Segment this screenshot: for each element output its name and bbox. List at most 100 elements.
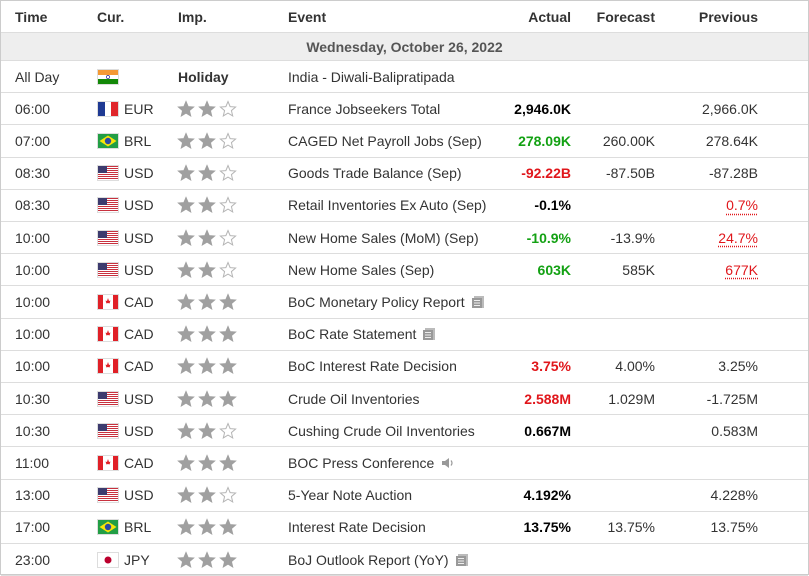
flag [97,69,119,85]
flag-cell [97,319,119,350]
currency: BRL [124,512,151,543]
stars-cell [176,93,240,124]
previous: 0.7% [726,190,758,221]
currency: USD [124,158,154,189]
previous: 3.25% [718,351,758,382]
forecast: 4.00% [615,351,655,382]
flag-part [113,327,118,341]
flag-part [98,327,103,341]
stars-cell [176,480,240,511]
event-cell: New Home Sales (Sep) [288,254,434,285]
stars-cell [176,158,240,189]
flag-cell [97,383,119,414]
event-cell: 5-Year Note Auction [288,480,412,511]
flag-part [98,424,107,431]
star [220,166,235,180]
actual: 4.192% [524,480,571,511]
header-row: Time Cur. Imp. Event Actual Forecast Pre… [1,1,808,33]
event: New Home Sales (Sep) [288,262,434,278]
event: France Jobseekers Total [288,101,440,117]
star [220,327,235,341]
star [220,423,235,437]
time: 10:00 [15,351,50,382]
actual: 0.667M [524,415,571,446]
flag-part [98,231,107,238]
icon-part [425,335,431,336]
event: 5-Year Note Auction [288,487,412,503]
flag-part [98,496,118,497]
previous: 0.583M [711,415,758,446]
currency: USD [124,415,154,446]
flag [97,423,119,439]
flag-part [98,263,107,270]
flag-part [98,271,118,272]
event-cell: Goods Trade Balance (Sep) [288,158,462,189]
event-row: 10:00 CAD BoC Monetary Policy Report [1,286,808,318]
star [220,133,235,147]
flag [97,455,119,471]
event: CAGED Net Payroll Jobs (Sep) [288,133,482,149]
importance-stars [176,551,240,569]
flag-part [98,166,107,173]
star [178,230,193,244]
flag-part [98,434,118,435]
star [199,101,214,115]
flag-part [98,359,103,373]
date: Wednesday, October 26, 2022 [1,33,808,60]
currency: CAD [124,319,154,350]
icon-part [451,460,452,465]
flag-cell [97,158,119,189]
star [199,262,214,276]
header-cell: Cur. [97,1,124,32]
icon-part [474,302,480,303]
event-icon [440,456,454,470]
event-cell: Crude Oil Inventories [288,383,420,414]
forecast: 1.029M [608,383,655,414]
stars-cell [176,383,240,414]
time: 23:00 [15,544,50,575]
importance-stars [176,196,240,214]
flag-cell [97,544,119,575]
header-cell: Imp. [178,1,207,32]
time: 08:30 [15,190,50,221]
star [199,230,214,244]
importance-stars [176,422,240,440]
flag-part [98,70,118,75]
event: BOC Press Conference [288,455,434,471]
previous: 677K [725,254,758,285]
importance-stars [176,261,240,279]
forecast: 585K [622,254,655,285]
time: 10:30 [15,383,50,414]
flag-part [98,432,118,433]
time: 10:00 [15,222,50,253]
actual: 603K [538,254,571,285]
importance-stars [176,486,240,504]
flag [97,391,119,407]
currency: CAD [124,447,154,478]
actual: 2.588M [524,383,571,414]
flag [97,262,119,278]
time: 10:30 [15,415,50,446]
header-cell: Time [15,1,47,32]
event-row: 08:30 USD Goods Trade Balance (Sep) -92.22B… [1,158,808,190]
icon-part [425,337,431,338]
event: India - Diwali-Balipratipada [288,69,455,85]
previous: 4.228% [711,480,758,511]
event-row: 10:00 USD New Home Sales (Sep) 603K 585K 677K [1,254,808,286]
currency: JPY [124,544,150,575]
stars-cell [176,286,240,317]
flag-cell [97,447,119,478]
event-icon [455,553,469,567]
importance-stars [176,164,240,182]
star [178,423,193,437]
importance-stars [176,390,240,408]
event-row: 13:00 USD 5-Year Note Auction 4.192% 4.228% [1,480,808,512]
star [220,101,235,115]
stars-cell [176,415,240,446]
flag-part [98,436,118,437]
time: 06:00 [15,93,50,124]
currency: USD [124,222,154,253]
star [220,552,235,566]
importance-stars [176,293,240,311]
